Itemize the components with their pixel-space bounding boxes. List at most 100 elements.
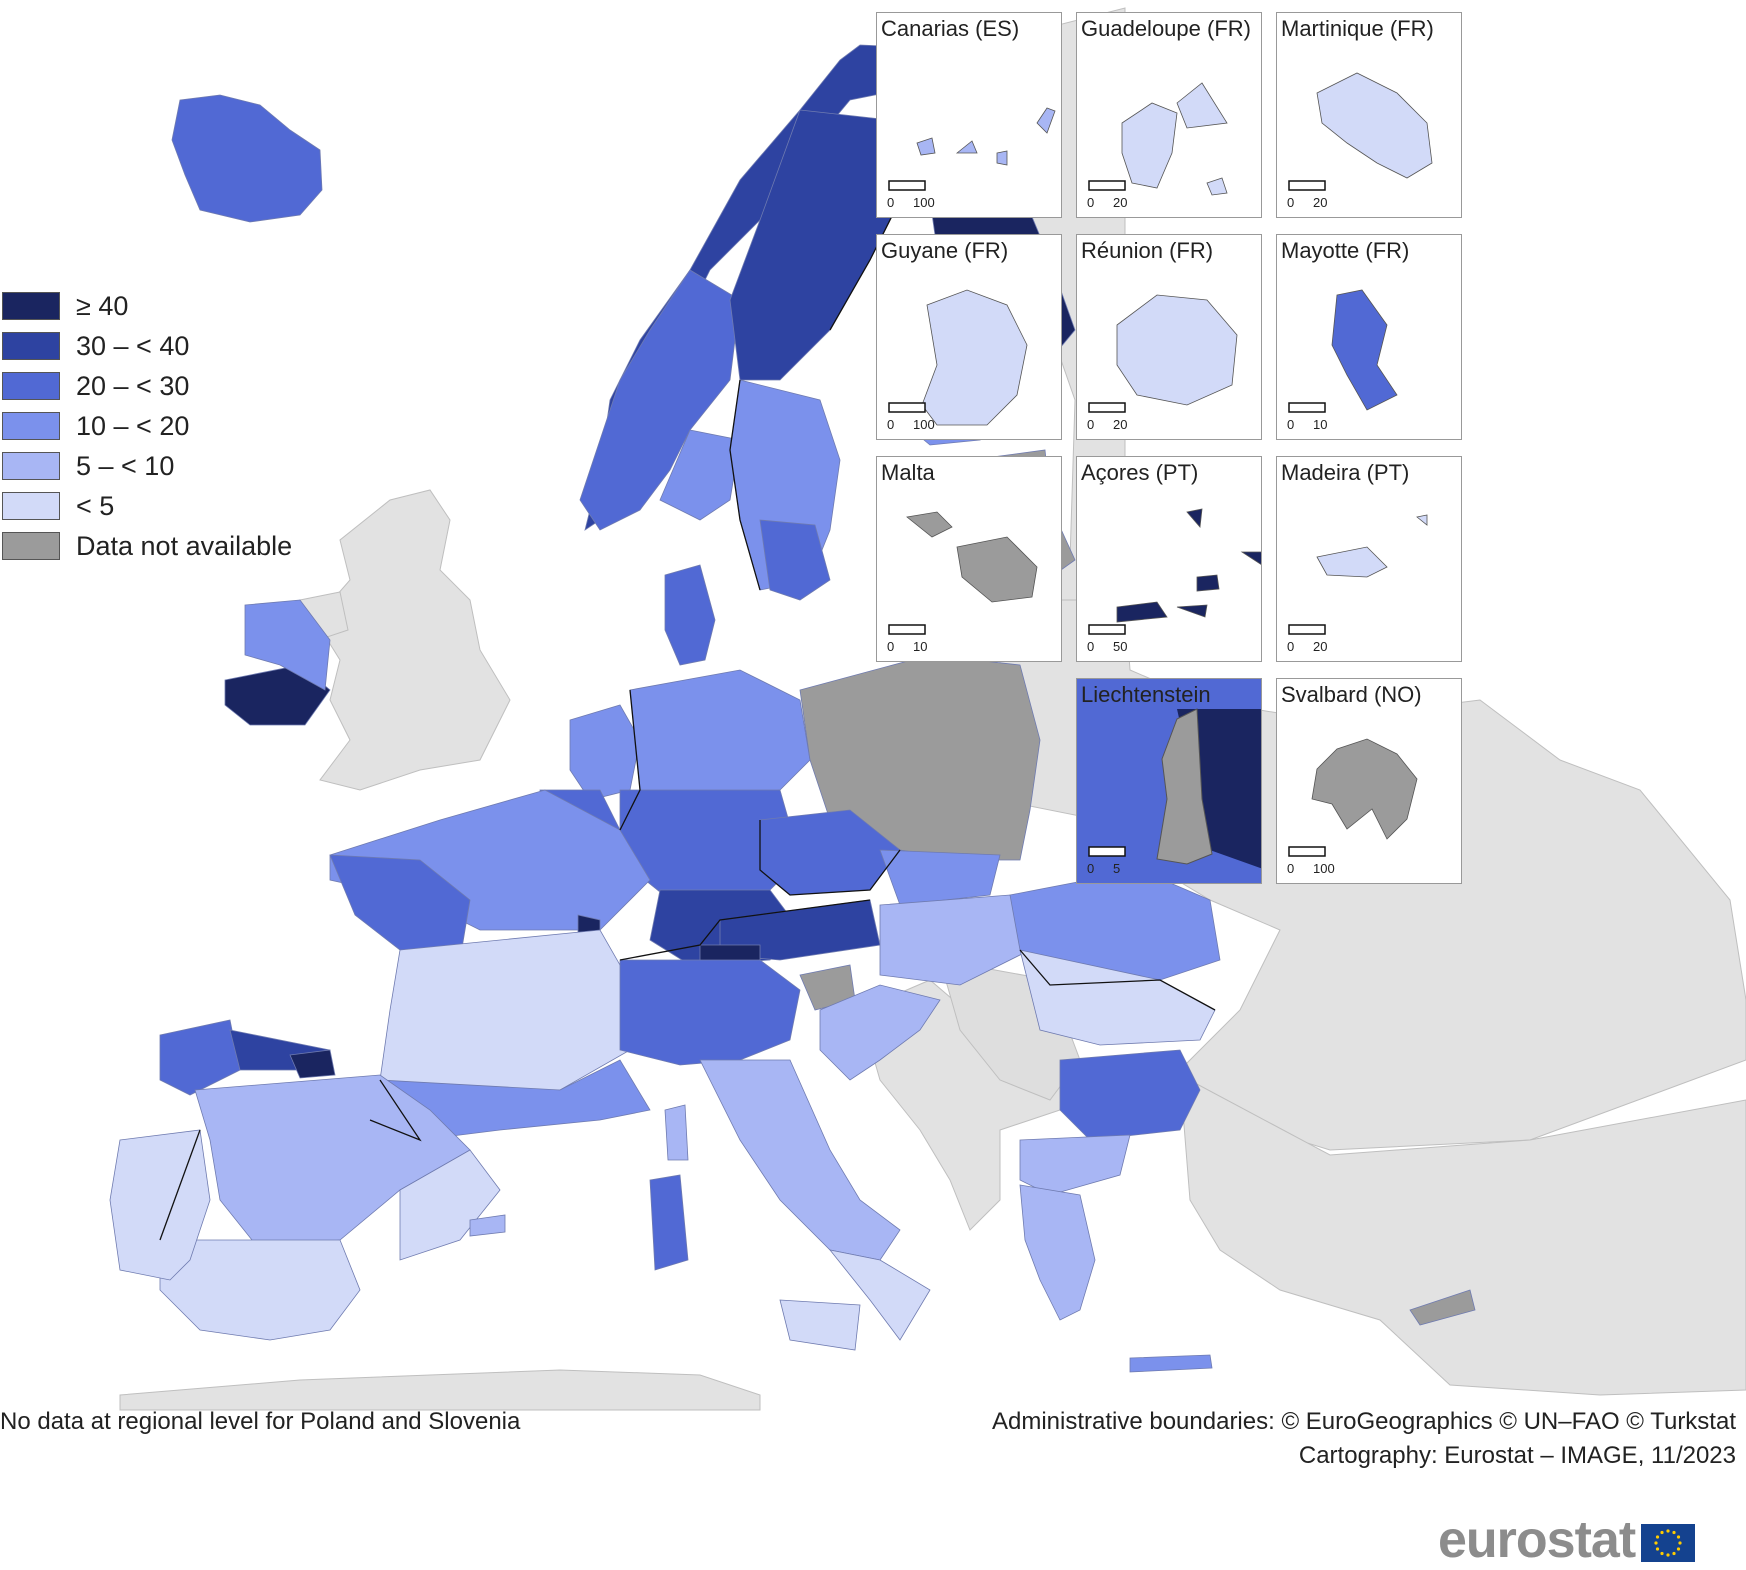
scale-label-start: 0 <box>887 639 894 654</box>
scale-label-start: 0 <box>1087 861 1094 876</box>
scale-label-end: 100 <box>1313 861 1335 876</box>
legend-item: < 5 <box>0 486 330 526</box>
legend-label: 10 – < 20 <box>76 410 190 441</box>
italy-north <box>619 959 801 1066</box>
spain-east <box>399 1149 501 1261</box>
inset-title: Canarias (ES) <box>881 16 1020 41</box>
scale-bar <box>888 180 926 191</box>
scale-bar <box>1088 180 1126 191</box>
legend-swatch <box>2 452 60 480</box>
inset-region <box>1156 708 1213 865</box>
eurostat-logo: eurostat <box>1438 1510 1696 1570</box>
inset-region <box>1116 294 1238 406</box>
sardinia <box>649 1174 689 1271</box>
inset-region <box>1116 508 1261 623</box>
inset-title: Guadeloupe (FR) <box>1081 16 1251 41</box>
inset-region <box>921 289 1028 426</box>
hungary <box>879 894 1031 986</box>
scale-label-end: 100 <box>913 195 935 210</box>
inset-guadeloupe-fr: 0 20 Guadeloupe (FR) <box>1076 12 1262 218</box>
inset-a-ores-pt: 0 50 Açores (PT) <box>1076 456 1262 662</box>
inset-map: 0 100 <box>877 235 1061 439</box>
inset-svalbard-no: 0 100 Svalbard (NO) <box>1276 678 1462 884</box>
inset-title: Réunion (FR) <box>1081 238 1214 263</box>
scale-bar <box>1088 846 1126 857</box>
inset-region <box>1331 289 1398 411</box>
italy-south <box>829 1249 931 1341</box>
legend-item: ≥ 40 <box>0 286 330 326</box>
inset-title: Liechtenstein <box>1081 682 1211 707</box>
inset-title: Martinique (FR) <box>1281 16 1434 41</box>
sweden-south <box>759 519 831 601</box>
inset-canarias-es: 0 100 Canarias (ES) <box>876 12 1062 218</box>
denmark <box>664 564 716 666</box>
corsica <box>664 1104 689 1161</box>
balearic-islands <box>469 1214 506 1237</box>
legend-label: 30 – < 40 <box>76 330 190 361</box>
inset-map: 0 50 <box>1077 457 1261 661</box>
inset-map: 0 10 <box>1277 235 1461 439</box>
scale-label-start: 0 <box>1287 195 1294 210</box>
sicily <box>779 1299 861 1351</box>
legend-label: 20 – < 30 <box>76 370 190 401</box>
scale-label-end: 10 <box>913 639 927 654</box>
legend-label: 5 – < 10 <box>76 450 175 481</box>
north-africa <box>119 1369 761 1411</box>
scale-bar <box>888 624 926 635</box>
italy-central <box>699 1059 901 1261</box>
country-borders <box>159 119 1216 1241</box>
great-britain <box>314 489 511 791</box>
legend-item: 10 – < 20 <box>0 406 330 446</box>
inset-map: 0 100 <box>1277 679 1461 883</box>
spain-central <box>194 1074 471 1251</box>
no-data-note: No data at regional level for Poland and… <box>0 1408 521 1435</box>
legend-swatch <box>2 332 60 360</box>
scale-bar <box>1288 846 1326 857</box>
scale-label-start: 0 <box>1287 417 1294 432</box>
scale-label-start: 0 <box>1087 195 1094 210</box>
inset-liechtenstein: 0 5 Liechtenstein <box>1076 678 1262 884</box>
greece-south <box>1019 1184 1096 1321</box>
inset-map: 0 20 <box>1277 457 1461 661</box>
scale-bar <box>888 402 926 413</box>
inset-region <box>906 511 1038 603</box>
eurostat-wordmark: eurostat <box>1438 1511 1636 1569</box>
scale-label-end: 20 <box>1313 639 1327 654</box>
scale-label-end: 5 <box>1113 861 1120 876</box>
inset-region <box>916 107 1056 166</box>
inset-map: 0 100 <box>877 13 1061 217</box>
inset-martinique-fr: 0 20 Martinique (FR) <box>1276 12 1462 218</box>
inset-region <box>1316 72 1433 179</box>
greece-north <box>1019 1134 1131 1196</box>
crete <box>1129 1354 1213 1373</box>
scale-label-start: 0 <box>1087 417 1094 432</box>
legend-item: Data not available <box>0 526 330 566</box>
legend-swatch <box>2 492 60 520</box>
legend-swatch <box>2 372 60 400</box>
scale-bar <box>1288 180 1326 191</box>
scale-label-start: 0 <box>1087 639 1094 654</box>
inset-map: 0 20 <box>1077 235 1261 439</box>
legend-label: Data not available <box>76 530 293 561</box>
croatia <box>819 984 941 1081</box>
legend-item: 20 – < 30 <box>0 366 330 406</box>
inset-region <box>1316 514 1428 578</box>
scale-label-end: 20 <box>1113 195 1127 210</box>
scale-label-end: 100 <box>913 417 935 432</box>
ireland-north <box>244 599 331 691</box>
inset-mayotte-fr: 0 10 Mayotte (FR) <box>1276 234 1462 440</box>
inset-map: 0 10 <box>877 457 1061 661</box>
inset-title: Guyane (FR) <box>881 238 1009 263</box>
netherlands <box>569 704 641 801</box>
spain-north-west <box>159 1019 241 1096</box>
inset-title: Mayotte (FR) <box>1281 238 1410 263</box>
legend-item: 30 – < 40 <box>0 326 330 366</box>
sweden-north <box>729 109 901 381</box>
legend-label: < 5 <box>76 490 115 521</box>
inset-map: 0 20 <box>1077 13 1261 217</box>
legend-swatch <box>2 292 60 320</box>
scale-label-end: 20 <box>1113 417 1127 432</box>
inset-title: Malta <box>881 460 935 485</box>
